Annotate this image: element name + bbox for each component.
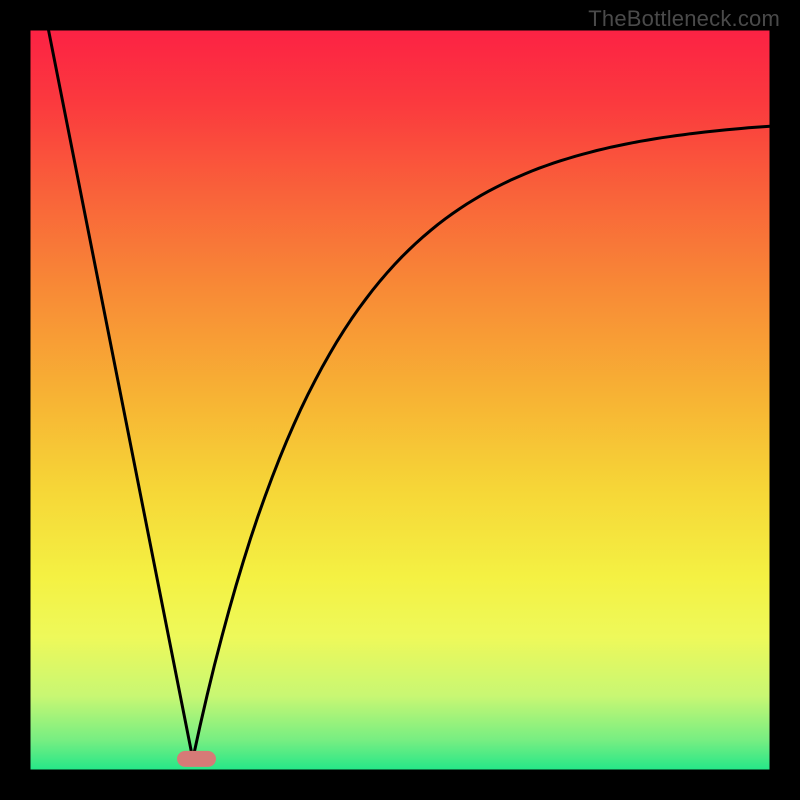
bottleneck-chart: TheBottleneck.com: [0, 0, 800, 800]
watermark-label: TheBottleneck.com: [588, 6, 780, 32]
chart-svg: [0, 0, 800, 800]
